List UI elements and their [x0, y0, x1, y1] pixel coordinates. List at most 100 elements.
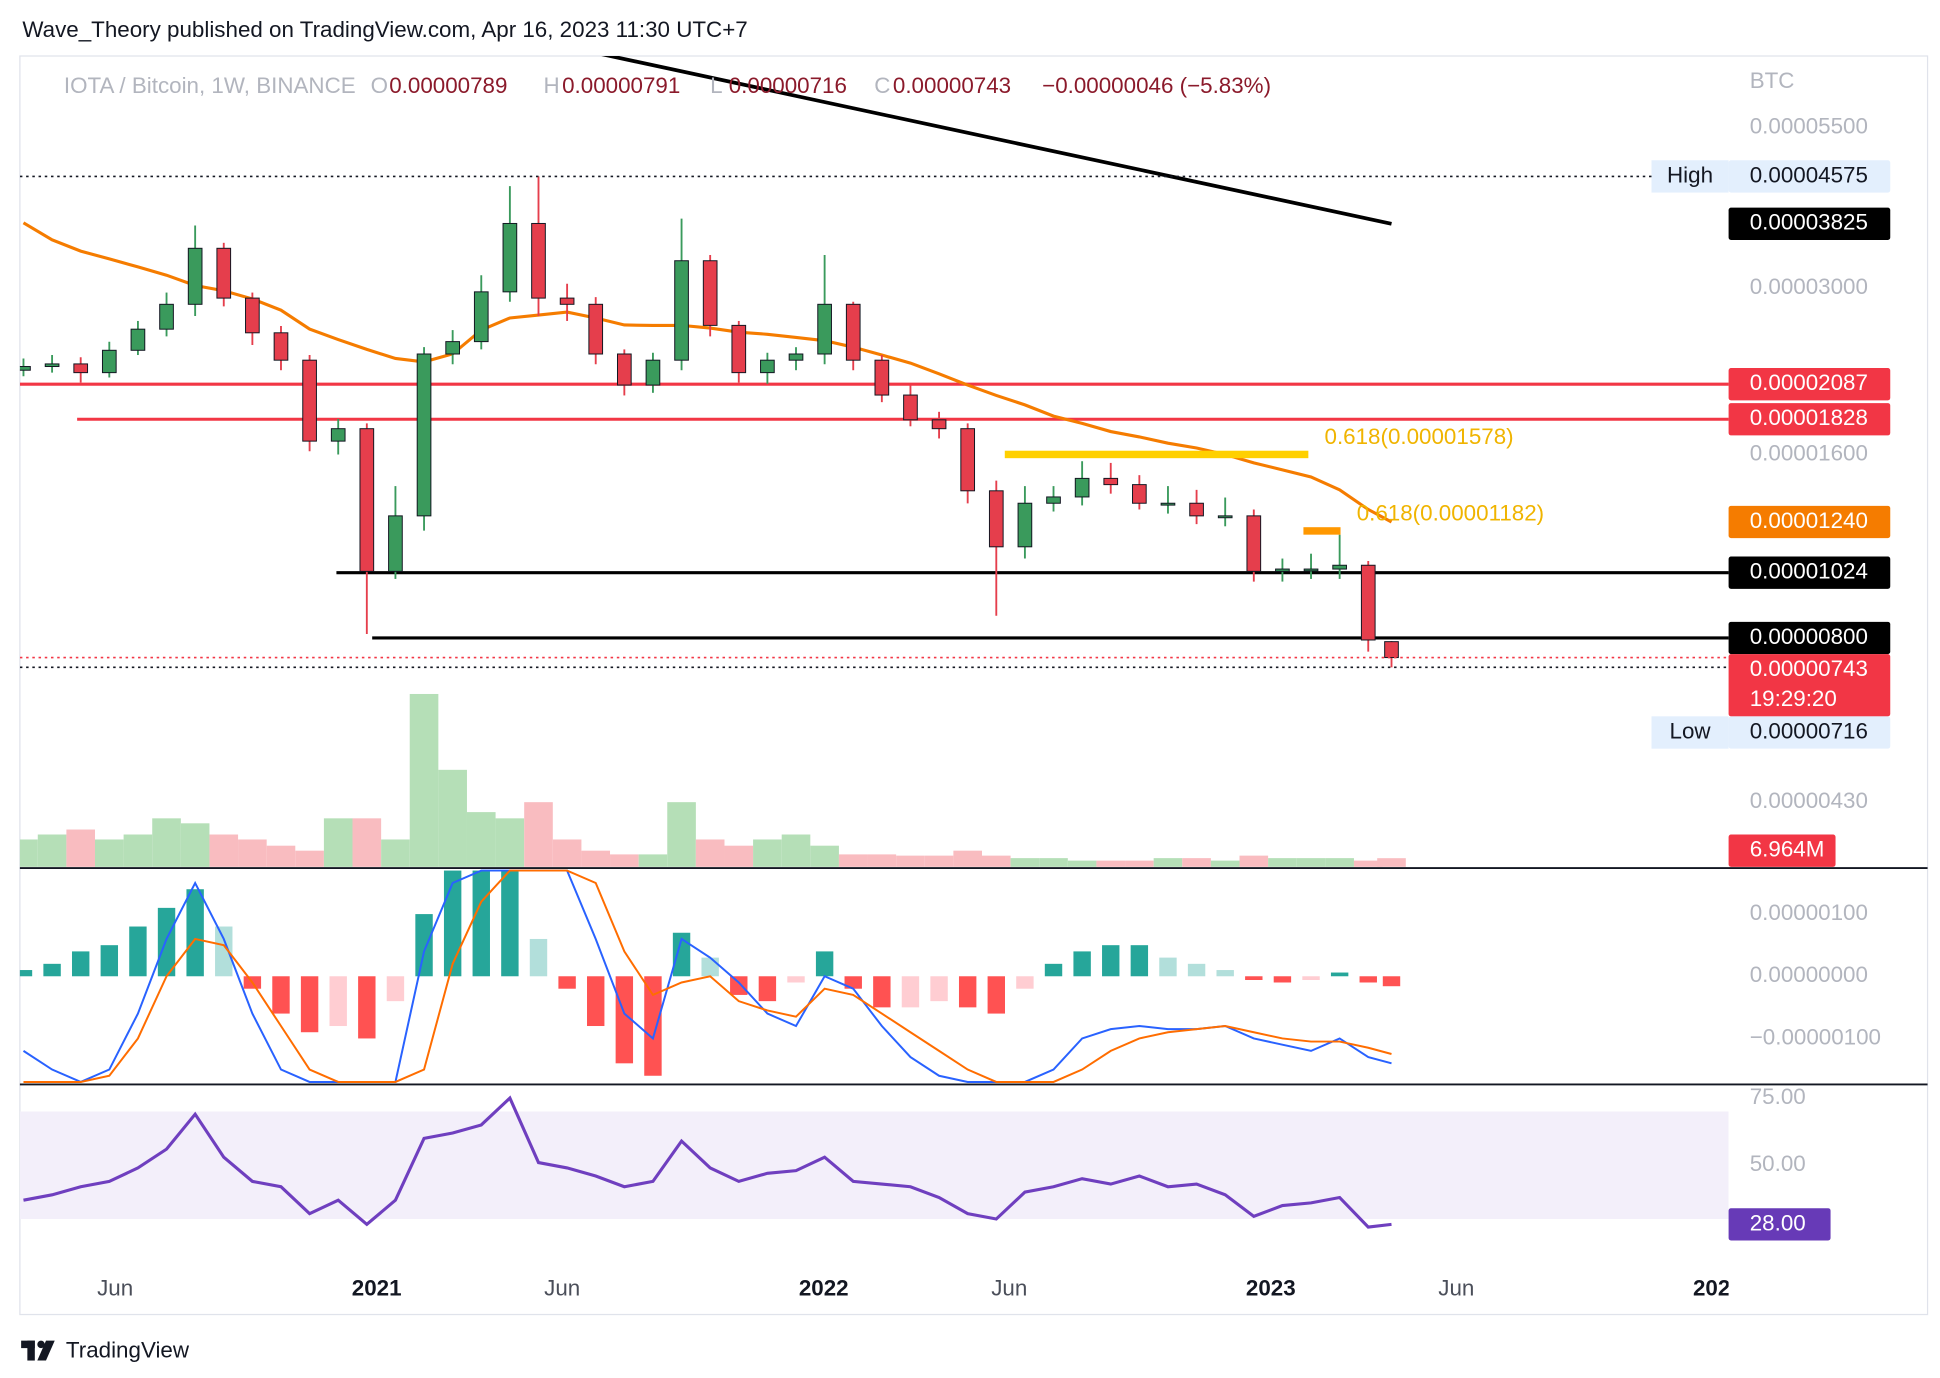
- unit-label: BTC: [1750, 68, 1795, 93]
- candle-body: [473, 291, 489, 343]
- volume-bar: [924, 855, 954, 867]
- macd-histogram-bar: [558, 976, 576, 989]
- volume-bar: [638, 854, 668, 867]
- macd-histogram-bar: [815, 951, 834, 977]
- rsi-tick-label: 50.00: [1750, 1151, 1806, 1176]
- volume-bar: [438, 769, 467, 867]
- macd-histogram-bar: [1216, 970, 1234, 977]
- signal-line: [23, 869, 1392, 1083]
- candle-body: [216, 247, 232, 299]
- legend-key: C: [874, 73, 890, 98]
- volume-bar: [266, 845, 296, 867]
- macd-histogram-bar: [329, 976, 347, 1027]
- volume-bar: [867, 854, 897, 867]
- macd-histogram-bar: [1273, 976, 1292, 983]
- candle-body: [159, 303, 174, 330]
- candle-body: [1017, 502, 1033, 548]
- volume-bar: [466, 812, 496, 867]
- price-label-name: Low: [1670, 718, 1712, 743]
- rsi-pane: [19, 1111, 1729, 1219]
- volume-bar: [695, 839, 725, 867]
- volume-bar: [1010, 858, 1040, 867]
- price-label: 0.00002087: [1750, 370, 1868, 395]
- x-tick-label: Jun: [544, 1276, 580, 1301]
- rsi-line: [23, 1095, 1392, 1229]
- y-tick-label: 0.00001600: [1750, 440, 1868, 465]
- candle-body: [1332, 564, 1347, 570]
- candle-body: [445, 341, 460, 355]
- volume-bar: [1353, 860, 1383, 867]
- candle-body: [388, 515, 403, 572]
- x-tick-label: Jun: [97, 1276, 133, 1301]
- macd-histogram-bar: [501, 870, 519, 977]
- volume-bar: [19, 839, 38, 867]
- fib-zone: [1004, 450, 1309, 459]
- candle-body: [588, 303, 604, 355]
- volume-bar: [1239, 855, 1269, 867]
- x-tick-label: 2023: [1246, 1276, 1296, 1301]
- macd-histogram-bar: [1245, 976, 1263, 980]
- macd-histogram-bar: [787, 976, 805, 983]
- volume-bar: [409, 693, 439, 867]
- volume-bar: [95, 839, 124, 867]
- trendline: [601, 56, 1392, 226]
- candle-body: [817, 303, 832, 355]
- x-tick-label: Jun: [1438, 1276, 1474, 1301]
- volume-bar: [753, 839, 782, 867]
- price-label-box: [1728, 716, 1891, 749]
- macd-histogram-bar: [1073, 951, 1091, 977]
- macd-histogram-bar: [157, 907, 176, 977]
- candle-body: [273, 332, 289, 361]
- candle-body: [1103, 477, 1119, 486]
- volume-bar: [524, 802, 553, 867]
- macd-histogram-bar: [730, 976, 748, 995]
- candle-body: [1360, 564, 1376, 641]
- volume-bar: [66, 829, 96, 867]
- macd-histogram-bar: [19, 970, 33, 977]
- fib-label: 0.618(0.00001578): [1325, 424, 1514, 449]
- legend-title: IOTA / Bitcoin, 1W, BINANCE: [64, 73, 356, 98]
- price-label: 0.00003825: [1750, 210, 1868, 235]
- candle-body: [1303, 568, 1319, 572]
- volume-bar: [981, 855, 1011, 867]
- volume-bar: [552, 839, 582, 867]
- legend-value: 0.00000743: [893, 73, 1011, 98]
- candle-body: [931, 419, 947, 430]
- volume-bar: [180, 823, 210, 867]
- candle-body: [960, 428, 976, 492]
- volume-bar: [123, 834, 153, 867]
- price-label-name: High: [1667, 162, 1713, 187]
- macd-histogram-bar: [529, 938, 548, 977]
- volume-label-box: [1728, 834, 1836, 867]
- candle-body: [1074, 477, 1090, 498]
- legend-value: 0.00000789: [389, 73, 507, 98]
- legend-key: O: [371, 73, 388, 98]
- candle-body: [559, 297, 575, 305]
- y-tick-label: 0.00003000: [1750, 274, 1868, 299]
- macd-histogram-bar: [358, 976, 376, 1039]
- volume-bar: [667, 802, 696, 867]
- time-axis: Jun 2021 Jun 2022 Jun 2023 Jun 2024: [97, 1276, 1729, 1301]
- fib-label: 0.618(0.00001182): [1357, 501, 1544, 526]
- volume-bar: [352, 818, 382, 867]
- volume-bar: [1377, 858, 1406, 867]
- macd-histogram-bar: [1102, 945, 1120, 977]
- volume-bar: [1125, 860, 1154, 867]
- candle-body: [359, 428, 375, 572]
- candle-body: [760, 359, 775, 374]
- macd-histogram-bar: [1382, 976, 1401, 987]
- x-tick-label: Jun: [991, 1276, 1027, 1301]
- candle-body: [44, 363, 60, 368]
- macd-histogram-bar: [272, 976, 290, 1014]
- candle-body: [616, 353, 632, 386]
- macd-histogram-bar: [43, 963, 61, 977]
- macd-histogram-bar: [215, 926, 233, 977]
- macd-histogram-bar: [844, 976, 862, 989]
- volume-bar: [1182, 858, 1211, 867]
- volume-bar: [323, 818, 353, 867]
- fib-zone: [1303, 527, 1341, 535]
- price-label-box: [1728, 654, 1891, 717]
- macd-histogram-bar: [672, 932, 691, 977]
- macd-histogram-bar: [300, 976, 319, 1033]
- rsi-band: [19, 1111, 1729, 1219]
